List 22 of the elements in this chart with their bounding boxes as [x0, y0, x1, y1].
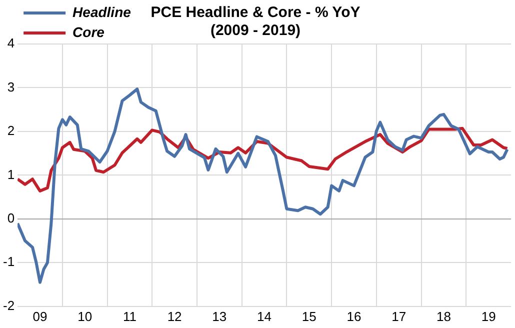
- y-tick-label: 4: [7, 36, 15, 51]
- x-tick-label: 10: [78, 308, 92, 324]
- legend-label: Headline: [72, 4, 132, 20]
- text: PCE Headline & Core - % YoY: [150, 4, 360, 22]
- y-tick-label: 2: [7, 123, 15, 138]
- y-tick-label: 0: [7, 210, 15, 226]
- x-tick-label: 11: [122, 308, 136, 324]
- text: (2009 - 2019): [210, 22, 301, 40]
- y-tick-label: -1: [2, 254, 15, 270]
- y-tick-label: 3: [7, 79, 15, 94]
- x-tick-label: 15: [302, 308, 316, 324]
- legend-label: Core: [72, 24, 105, 40]
- x-tick-label: 14: [257, 308, 272, 324]
- x-tick-label: 19: [481, 308, 496, 324]
- x-tick-label: 09: [32, 308, 48, 324]
- x-tick-label: 16: [346, 308, 362, 324]
- x-tick-label: 18: [436, 308, 451, 324]
- x-tick-label: 17: [392, 308, 406, 324]
- y-tick-label: 1: [7, 166, 15, 182]
- x-tick-label: 12: [167, 308, 182, 324]
- x-tick-label: 13: [212, 308, 227, 324]
- y-tick-label: -2: [2, 298, 15, 313]
